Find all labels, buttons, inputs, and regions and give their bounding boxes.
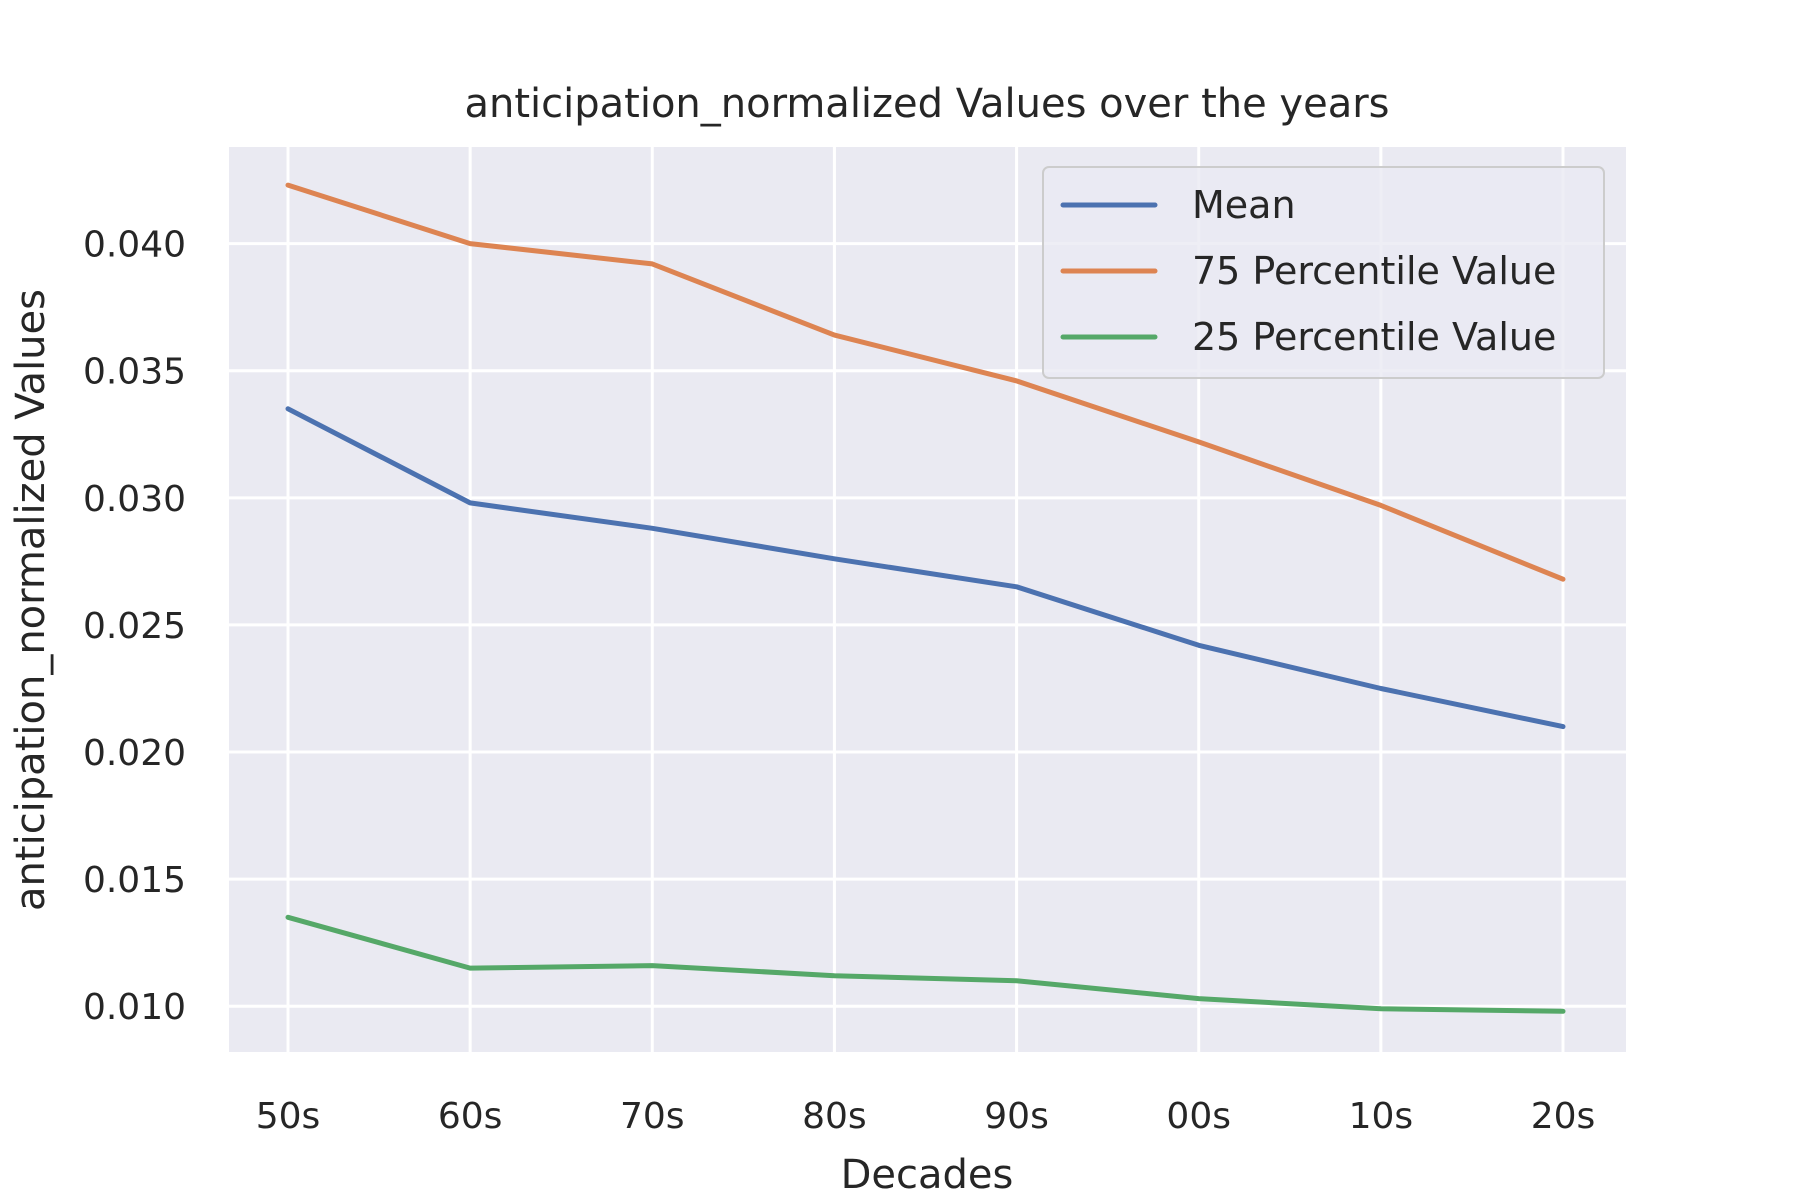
legend: Mean 75 Percentile Value 25 Percentile Val… [1042,166,1605,379]
y-axis-label: anticipation_normalized Values [8,289,54,911]
x-tick-label-10s: 10s [1349,1096,1414,1137]
legend-label-0: Mean [1192,183,1296,227]
y-tick-label-0.030: 0.030 [83,479,186,520]
y-tick-label-0.015: 0.015 [83,860,186,901]
series-line-0 [285,406,1566,730]
y-tick-label-0.010: 0.010 [83,987,186,1028]
legend-label-1: 75 Percentile Value [1192,249,1556,293]
x-tick-label-20s: 20s [1531,1096,1596,1137]
legend-label-2: 25 Percentile Value [1192,315,1556,359]
y-tick-label-0.020: 0.020 [83,733,186,774]
series-lines [285,182,1566,1014]
y-tick-labels: 0.010 0.015 0.020 0.025 0.030 0.035 0.040 [83,225,186,1029]
x-tick-label-50s: 50s [256,1096,321,1137]
y-tick-label-0.040: 0.040 [83,225,186,266]
x-tick-label-80s: 80s [802,1096,867,1137]
x-tick-label-00s: 00s [1166,1096,1231,1137]
x-axis-label: Decades [841,1152,1014,1198]
chart-title: anticipation_normalized Values over the … [464,81,1389,127]
series-line-1 [285,182,1566,582]
x-tick-label-90s: 90s [984,1096,1049,1137]
legend-box [1042,166,1605,379]
x-tick-label-60s: 60s [438,1096,503,1137]
y-tick-label-0.035: 0.035 [83,352,186,393]
x-tick-labels: 50s 60s 70s 80s 90s 00s 10s 20s [256,1096,1596,1137]
x-tick-label-70s: 70s [620,1096,685,1137]
y-tick-label-0.025: 0.025 [83,606,186,647]
series-line-2 [285,914,1566,1014]
